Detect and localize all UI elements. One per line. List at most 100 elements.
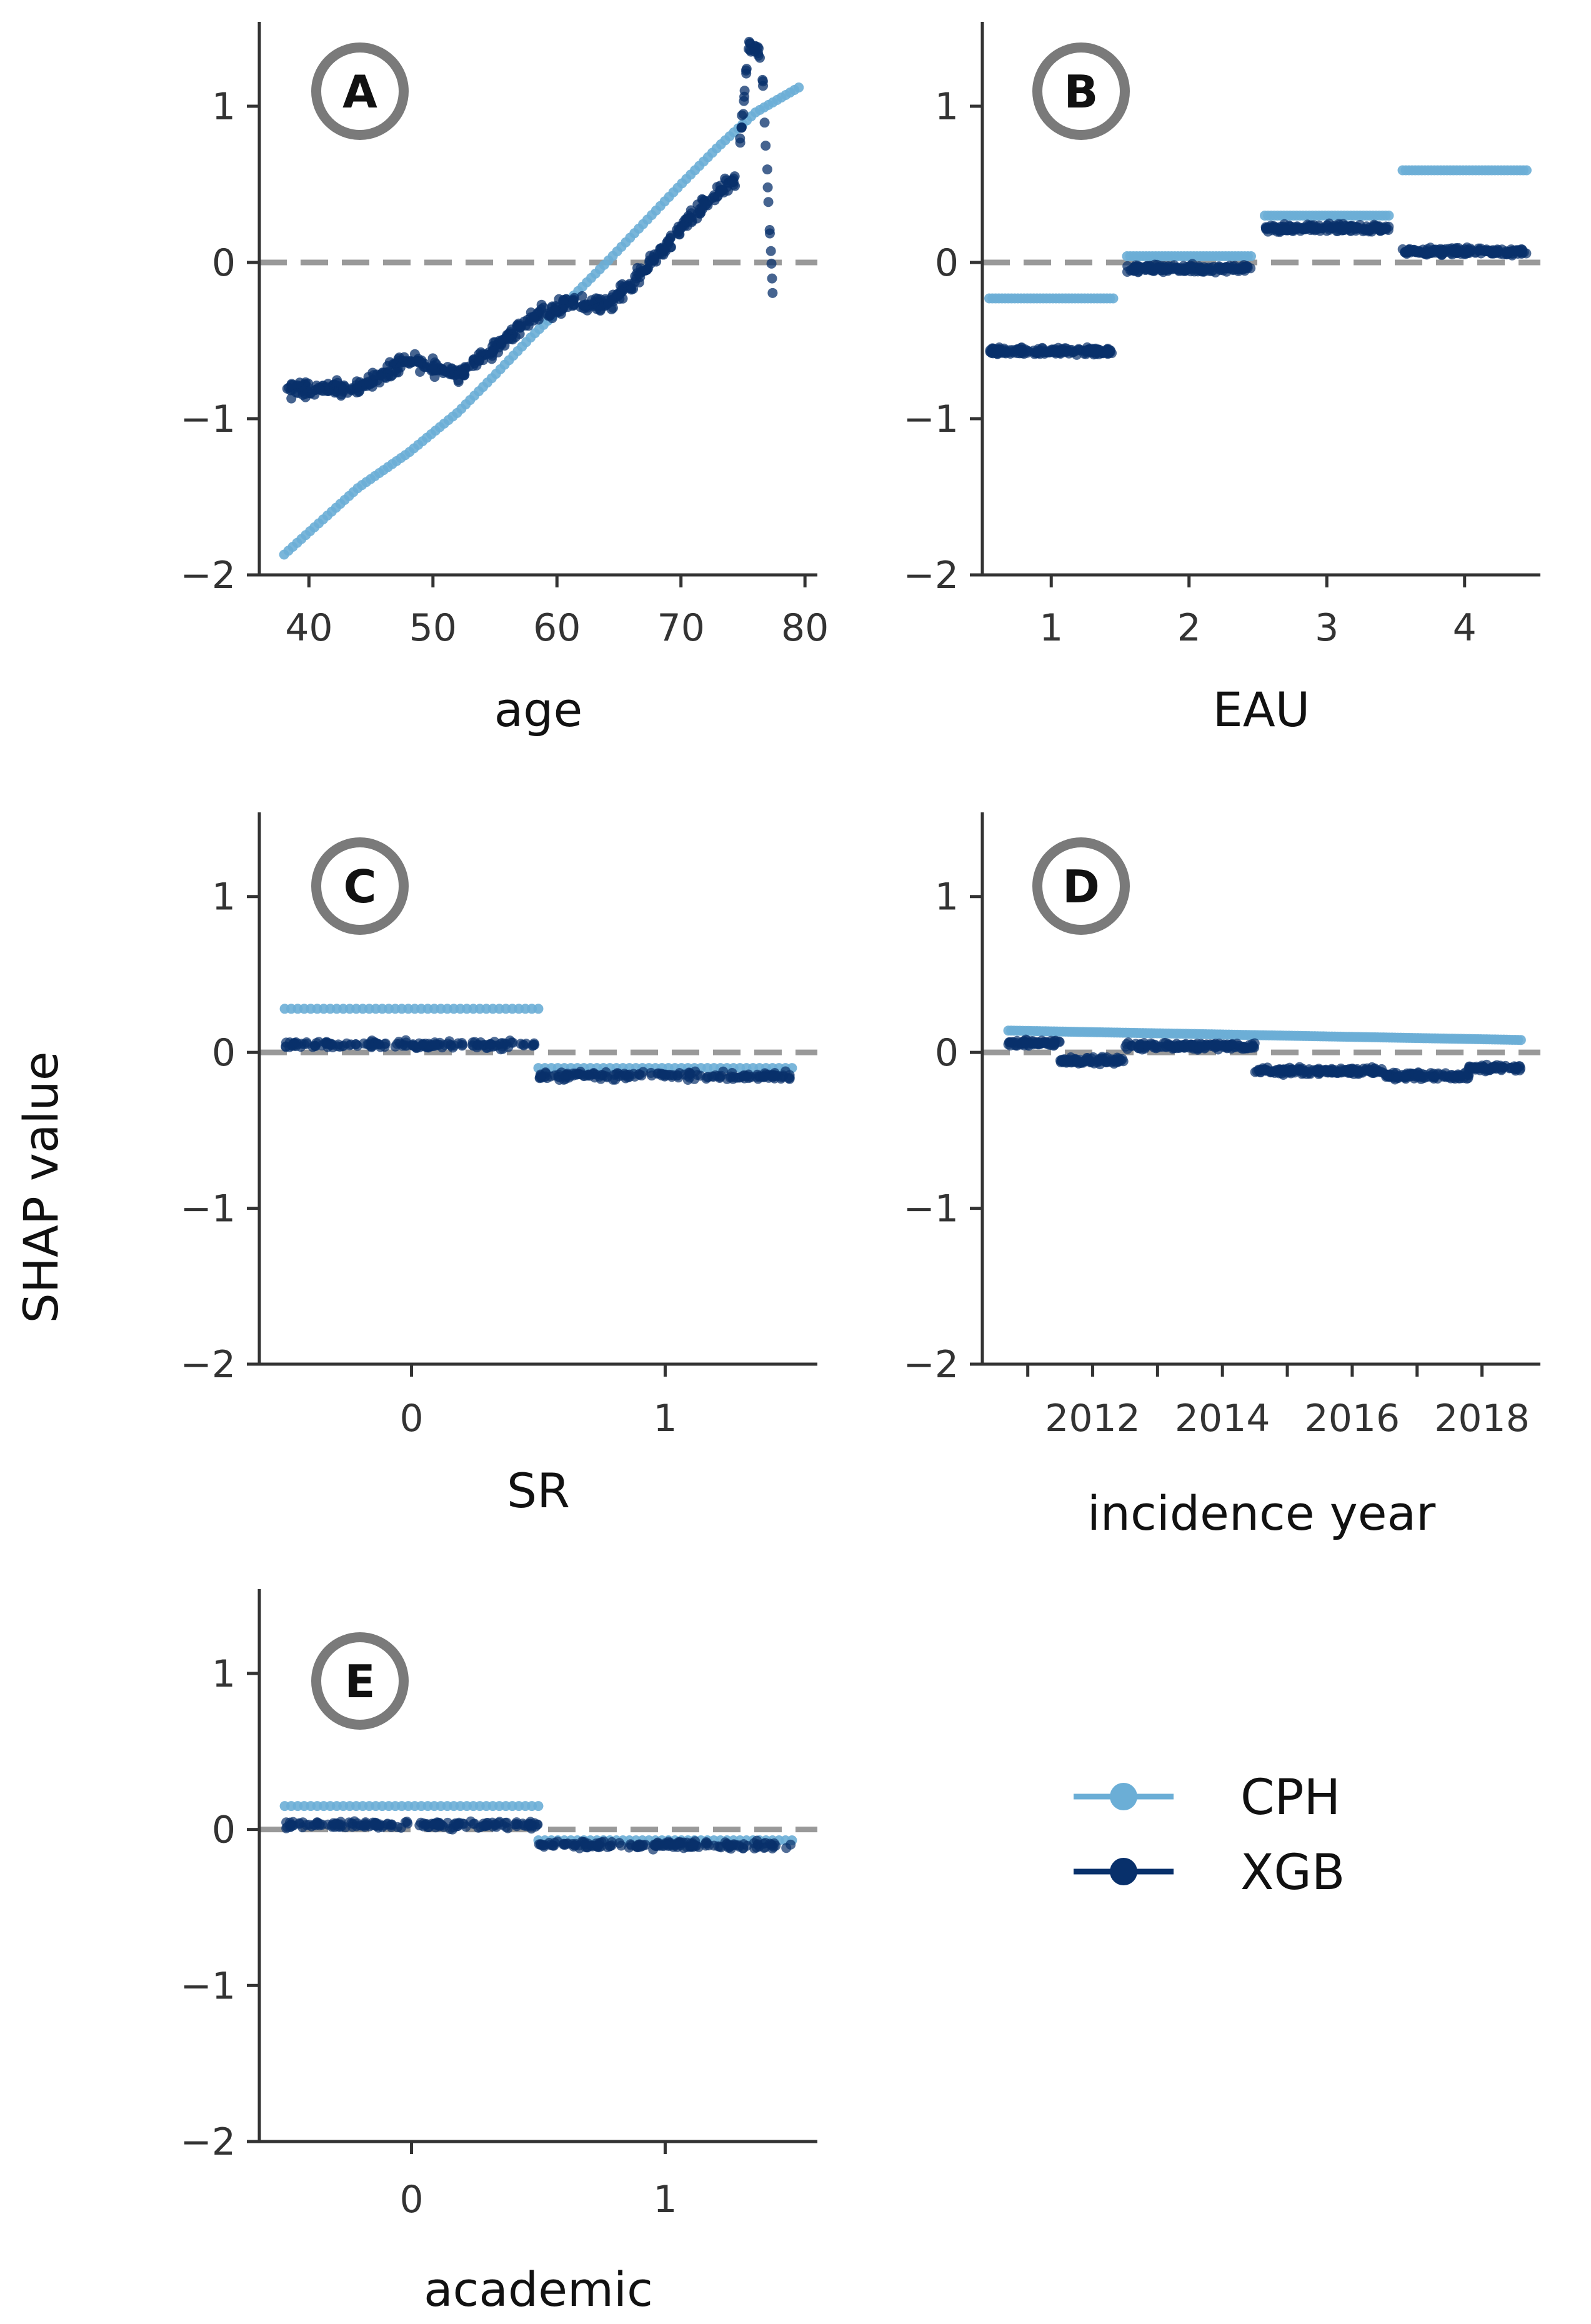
panel-letter: C [344,860,377,913]
point-xgb [625,1839,636,1850]
point-xgb [340,1822,351,1833]
legend: CPH XGB [1074,1770,1345,1901]
point-xgb [713,1841,724,1852]
point-xgb [292,388,303,399]
point-xgb [1433,1069,1444,1080]
panel-badge-ring [311,42,409,140]
point-xgb [1492,244,1503,255]
point-xgb [662,1839,673,1850]
point-xgb [473,1039,484,1050]
point-xgb [596,1070,607,1080]
point-xgb [577,291,587,301]
point-xgb [735,1072,746,1083]
point-xgb [476,347,486,357]
point-xgb [736,122,747,133]
point-xgb [1105,345,1115,356]
point-xgb [1213,1044,1224,1055]
point-xgb [286,379,297,389]
point-xgb [1470,1064,1481,1075]
point-xgb [1381,1070,1392,1080]
point-xgb [607,1074,618,1085]
point-xgb [700,200,711,211]
point-xgb [584,299,595,310]
point-xgb [390,358,401,369]
point-xgb [420,1039,431,1049]
point-xgb [1225,1039,1236,1050]
point-xgb [529,1038,539,1049]
x-axis-label: academic [424,2262,653,2317]
y-tick-label: −2 [181,2120,236,2164]
point-xgb [1440,247,1450,257]
point-xgb [1187,259,1198,269]
point-xgb [760,1842,771,1853]
x-tick-label: 1 [653,2178,677,2222]
point-xgb [505,1035,516,1046]
point-xgb [1400,1074,1411,1084]
y-tick-label: −2 [181,1343,236,1387]
point-xgb [1413,1067,1424,1078]
point-xgb [1126,1040,1137,1051]
point-xgb [757,76,768,87]
point-xgb [521,1039,532,1049]
point-xgb [607,302,618,313]
point-xgb [568,294,579,305]
panel-badge-ring [311,837,409,935]
point-xgb [1516,244,1527,254]
x-tick-label: 2016 [1305,1397,1400,1440]
point-xgb [641,265,652,276]
point-xgb [1326,1066,1337,1077]
panel-D: −2 −1 0 1 2012 2014 2016 2018 incidence year D [904,812,1540,1541]
point-xgb [767,287,778,298]
point-xgb [1367,226,1377,237]
point-xgb [646,1067,656,1078]
point-xgb [419,361,429,372]
y-tick-label: −1 [904,1187,959,1231]
point-xgb [1450,1074,1460,1084]
point-xgb [331,1818,342,1828]
x-tick-label: 0 [399,2178,423,2222]
point-xgb [284,1042,295,1052]
y-tick-label: 1 [212,875,236,919]
point-cph [1515,1035,1526,1045]
point-xgb [411,1043,422,1054]
point-xgb [988,348,999,359]
x-axis-label: incidence year [1087,1485,1436,1541]
point-xgb [296,1042,306,1052]
point-xgb [624,1072,635,1082]
point-xgb [1315,226,1325,236]
point-xgb [496,338,507,349]
point-xgb [396,1822,406,1833]
point-xgb [1160,1037,1171,1048]
point-xgb [1047,345,1058,356]
panels: −2 −1 0 1 40 50 60 70 80 age A −2 −1 0 1 1 2 3 4 EAU B −2 −1 0 1… [181,22,1540,2317]
point-xgb [648,1844,659,1855]
point-xgb [739,96,749,106]
point-xgb [767,1843,778,1853]
point-xgb [701,1838,711,1849]
point-xgb [579,1070,589,1081]
point-xgb [1142,1040,1153,1051]
panel-C: −2 −1 0 1 0 1 SR C [181,812,817,1519]
point-xgb [1060,1054,1070,1065]
panel-B: −2 −1 0 1 1 2 3 4 EAU B [904,22,1540,737]
point-xgb [446,1040,457,1051]
y-tick-label: 0 [212,241,236,285]
point-xgb [759,117,770,128]
point-cph [533,1801,544,1812]
point-xgb [1085,344,1095,355]
point-xgb [684,1067,694,1078]
point-xgb [720,173,731,184]
point-xgb [1242,261,1253,272]
point-xgb [776,1074,786,1084]
panel-badge-ring [1032,837,1130,935]
y-tick-label: 0 [212,1031,236,1075]
point-xgb [1419,249,1430,259]
y-tick-label: 0 [212,1808,236,1852]
point-xgb [352,1818,362,1828]
point-xgb [1188,1040,1199,1050]
point-cph [533,1004,544,1014]
legend-marker-cph [1110,1783,1137,1810]
point-xgb [312,1817,322,1828]
panel-letter: A [342,66,377,118]
point-xgb [1005,349,1015,359]
